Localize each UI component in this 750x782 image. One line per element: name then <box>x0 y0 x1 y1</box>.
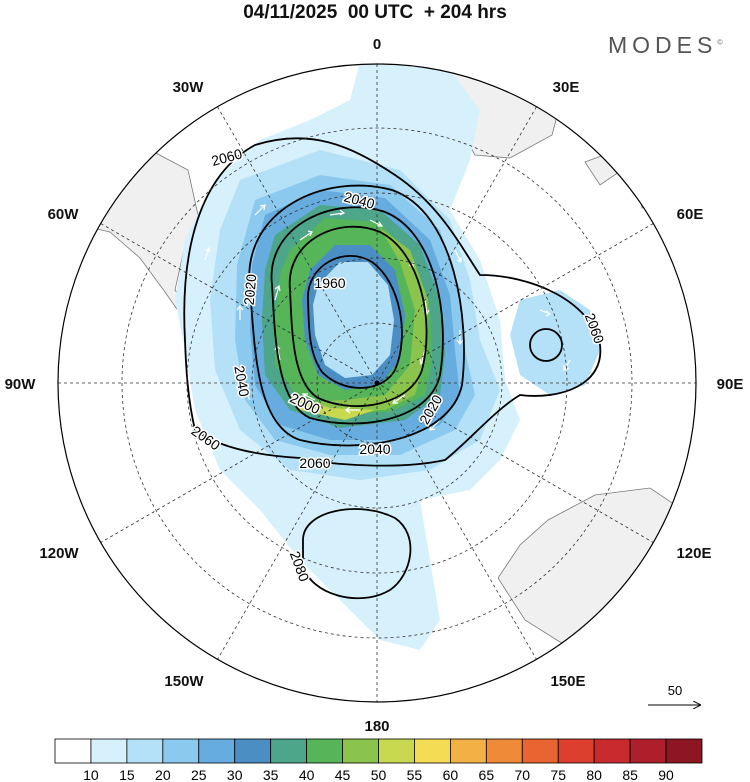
colorbar-swatch <box>54 738 92 764</box>
colorbar-swatch <box>593 738 631 764</box>
contour-label: 2060 <box>299 455 330 471</box>
colorbar-tick-label: 50 <box>371 767 387 782</box>
colorbar-swatch <box>342 738 379 764</box>
colorbar-swatch <box>162 738 200 764</box>
colorbar-tick-label: 85 <box>622 767 638 782</box>
contour-label: 1960 <box>314 275 345 291</box>
australia-land <box>497 487 696 666</box>
longitude-label-150w: 150W <box>164 673 204 690</box>
colorbar-swatch <box>414 738 451 764</box>
longitude-label-90w: 90W <box>5 376 37 393</box>
wind-vector <box>456 330 464 345</box>
colorbar-tick-label: 80 <box>586 767 602 782</box>
wind-vector <box>204 246 211 261</box>
contour-2040 <box>248 184 465 447</box>
colorbar-swatch <box>378 738 415 764</box>
colorbar-tick-label: 10 <box>83 767 99 782</box>
colorbar-swatch <box>270 738 308 764</box>
colorbar-tick-label: 65 <box>479 767 495 782</box>
colorbar-tick-label: 55 <box>407 767 423 782</box>
colorbar-tick-label: 90 <box>658 767 674 782</box>
colorbar-swatch <box>485 738 523 764</box>
colorbar-tick-label: 15 <box>119 767 135 782</box>
copyright-mark: © <box>717 39 723 47</box>
colorbar-swatch <box>629 738 667 764</box>
longitude-label-0: 0 <box>373 36 381 53</box>
height-contours <box>183 137 602 599</box>
indian-ocean-islands <box>584 151 653 209</box>
colorbar: 10 15 20 25 30 35 40 45 50 55 60 65 70 75 80 85 90 <box>54 738 703 782</box>
contour-2000 <box>288 225 428 407</box>
wind-vector <box>392 394 406 404</box>
longitude-label-180: 180 <box>364 718 389 735</box>
latitude-circle <box>121 127 633 639</box>
reference-vector-label: 50 <box>668 683 682 698</box>
colorbar-swatch <box>90 738 128 764</box>
longitude-labels: 0 30E 60E 90E 120E 150E 180 150W 120W 90… <box>5 36 744 735</box>
map-boundary <box>57 63 697 703</box>
contour-2020 <box>270 206 444 425</box>
wind-vector <box>236 305 244 320</box>
colorbar-swatch <box>198 738 236 764</box>
colorbar-tick-label: 35 <box>263 767 279 782</box>
wind-band-20-east <box>510 290 600 395</box>
colorbar-swatch <box>126 738 164 764</box>
wind-vector <box>254 204 266 216</box>
colorbar-swatch <box>521 738 559 764</box>
reference-vector: 50 <box>648 683 700 705</box>
wind-vector <box>454 249 462 263</box>
longitude-label-90e: 90E <box>717 376 744 393</box>
wind-vector <box>429 419 441 431</box>
wind-vector <box>299 230 313 241</box>
longitude-label-60w: 60W <box>48 206 80 223</box>
jet-inner-calm <box>313 262 394 378</box>
wind-vector <box>369 219 384 227</box>
longitude-label-120w: 120W <box>39 545 79 562</box>
south-pole-marker <box>374 380 380 386</box>
colorbar-swatch <box>557 738 595 764</box>
longitude-label-60e: 60E <box>677 206 704 223</box>
wind-band-55 <box>290 395 375 420</box>
colorbar-tick-label: 70 <box>514 767 530 782</box>
contour-2060-ring <box>529 328 563 362</box>
wind-vectors <box>204 204 571 431</box>
longitude-label-30e: 30E <box>553 79 580 96</box>
colorbar-tick-label: 30 <box>227 767 243 782</box>
longitude-label-120e: 120E <box>676 545 711 562</box>
colorbar-swatch <box>234 738 272 764</box>
colorbar-swatch <box>665 738 703 764</box>
brand-name: MODES <box>608 32 718 58</box>
contour-label: 2040 <box>359 441 390 457</box>
longitude-label-150e: 150E <box>550 673 585 690</box>
wind-vector <box>274 284 281 301</box>
colorbar-tick-label: 75 <box>550 767 566 782</box>
wind-vector <box>563 359 571 371</box>
wind-vector <box>539 309 552 317</box>
colorbar-tick-label: 60 <box>443 767 459 782</box>
brand-logo: MODES© <box>608 32 723 59</box>
wind-vector <box>301 393 316 401</box>
contour-2080 <box>302 508 412 599</box>
colorbar-tick-label: 25 <box>191 767 207 782</box>
longitude-label-30w: 30W <box>173 79 205 96</box>
wind-vector <box>329 209 346 216</box>
wind-vector <box>243 387 251 401</box>
map-title: 04/11/2025 00 UTC + 204 hrs <box>243 2 507 23</box>
colorbar-swatch <box>449 738 487 764</box>
wind-vector <box>345 406 360 414</box>
contour-label: 2020 <box>241 273 260 306</box>
contour-1960 <box>307 255 403 389</box>
colorbar-tick-label: 45 <box>335 767 351 782</box>
colorbar-tick-label: 20 <box>155 767 171 782</box>
colorbar-tick-label: 40 <box>299 767 315 782</box>
colorbar-swatch <box>306 738 343 764</box>
contour-2060 <box>183 137 602 467</box>
